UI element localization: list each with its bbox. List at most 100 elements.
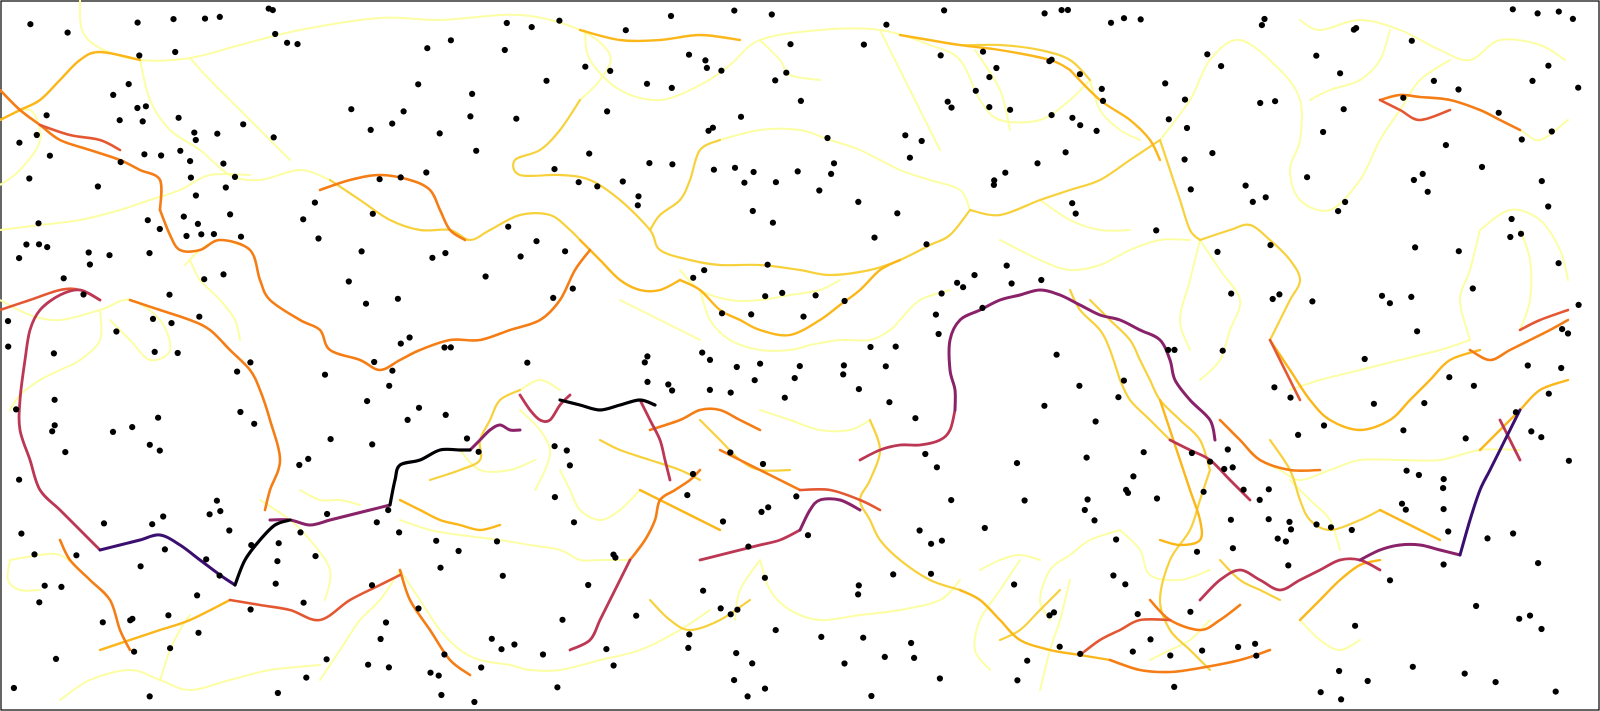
site-point <box>665 381 672 388</box>
border-segment <box>638 398 672 482</box>
site-point <box>1400 94 1407 101</box>
site-point <box>1403 467 1410 474</box>
site-point <box>619 178 626 185</box>
site-point <box>748 311 755 318</box>
site-point <box>644 353 651 360</box>
site-point <box>1412 244 1419 251</box>
site-point <box>1110 572 1117 579</box>
site-point <box>727 611 734 618</box>
site-point <box>1575 84 1582 91</box>
site-point <box>769 219 777 226</box>
border-segment <box>898 33 1072 72</box>
site-point <box>781 394 788 401</box>
border-lines <box>0 0 1570 701</box>
site-point <box>248 542 255 549</box>
site-point <box>5 343 12 350</box>
site-point <box>348 106 355 113</box>
site-point <box>345 278 352 285</box>
site-point <box>1098 85 1105 92</box>
site-point <box>109 428 117 435</box>
site-point <box>1240 486 1247 493</box>
site-point <box>404 416 411 423</box>
site-point <box>1081 506 1088 514</box>
site-point <box>804 532 812 539</box>
site-point <box>220 160 227 167</box>
site-point <box>927 570 935 577</box>
site-point <box>438 691 445 699</box>
site-point <box>702 57 709 64</box>
site-point <box>177 147 184 154</box>
border-segment <box>189 57 291 161</box>
site-point <box>1171 683 1178 691</box>
site-point <box>149 315 157 322</box>
site-point <box>1517 230 1525 237</box>
site-point <box>938 537 946 544</box>
site-point <box>270 134 277 141</box>
border-segment <box>1088 298 1212 472</box>
border-segment <box>1199 239 1242 381</box>
site-point <box>1309 298 1316 305</box>
site-point <box>764 261 771 268</box>
site-point <box>554 684 561 691</box>
site-point <box>44 244 51 251</box>
border-segment <box>999 238 1191 272</box>
site-point <box>1313 52 1320 59</box>
border-segment <box>1218 558 1282 602</box>
site-point <box>160 513 167 520</box>
site-point <box>423 169 430 176</box>
site-point <box>1171 346 1178 353</box>
border-segment <box>1108 648 1272 674</box>
site-point <box>1187 608 1194 615</box>
site-point <box>607 67 614 74</box>
site-point <box>1442 142 1449 149</box>
site-point <box>216 572 223 579</box>
site-point <box>43 112 50 119</box>
site-point <box>816 187 823 194</box>
border-segment <box>998 588 1062 642</box>
border-segment <box>1239 439 1521 481</box>
border-segment <box>718 448 802 492</box>
site-point <box>31 551 38 558</box>
site-point <box>46 152 54 159</box>
site-point <box>669 161 676 168</box>
site-point <box>1370 400 1377 407</box>
site-point <box>1271 384 1278 391</box>
site-point <box>447 37 454 44</box>
site-point <box>1062 149 1069 156</box>
site-point <box>64 29 71 36</box>
site-point <box>582 63 589 70</box>
site-point <box>222 184 229 191</box>
site-points <box>4 5 1582 706</box>
site-point <box>482 273 489 280</box>
site-point <box>389 367 396 374</box>
site-point <box>1093 127 1100 134</box>
site-point <box>1350 26 1357 33</box>
site-point <box>4 318 12 325</box>
site-point <box>860 41 868 48</box>
site-point <box>1410 176 1417 184</box>
site-point <box>979 304 986 311</box>
site-point <box>1041 10 1048 17</box>
site-point <box>161 546 168 553</box>
site-point <box>912 415 919 422</box>
site-point <box>33 131 40 139</box>
border-segment <box>559 469 641 521</box>
site-point <box>1524 362 1531 369</box>
site-point <box>1137 16 1144 23</box>
site-point <box>18 530 25 537</box>
border-segment <box>979 554 1041 571</box>
site-point <box>1228 290 1235 297</box>
border-segment <box>858 418 962 592</box>
site-point <box>1528 428 1535 435</box>
border-segment <box>1298 558 1382 622</box>
site-point <box>731 677 738 684</box>
border-segment <box>719 127 971 211</box>
site-point <box>192 136 199 144</box>
border-segment <box>619 299 701 341</box>
site-point <box>1286 518 1293 526</box>
border-segment <box>568 558 632 652</box>
site-point <box>603 646 610 653</box>
border-segment <box>578 238 682 293</box>
site-point <box>556 17 563 24</box>
site-point <box>321 371 329 378</box>
